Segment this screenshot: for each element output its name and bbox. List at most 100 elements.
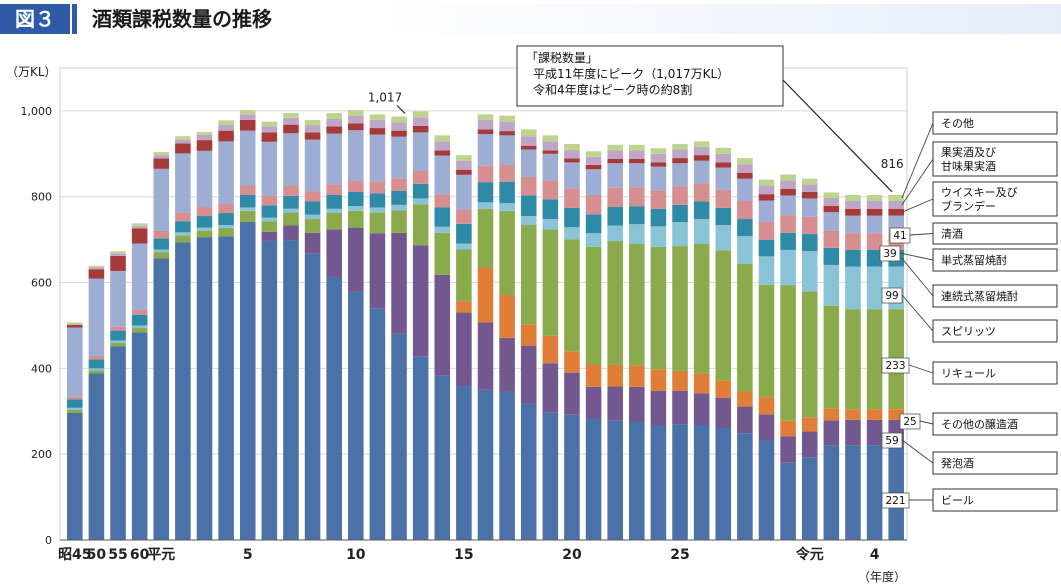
bar-segment [110,270,126,327]
bar-segment [564,143,580,150]
bar-segment [304,214,321,220]
bar-segment [520,149,537,177]
bar-segment [412,245,429,357]
bar-segment [67,399,83,408]
bar-segment [218,124,234,131]
bar-segment [175,136,191,140]
bar-segment [326,126,342,134]
legend-box [932,181,1058,217]
bar-segment [477,165,494,183]
bar-segment [585,233,602,247]
bar-segment [304,139,321,192]
bar-segment [780,462,796,540]
bar-segment [412,132,429,171]
bar-segment [607,240,623,365]
bar-segment [239,222,256,541]
x-tick-label: 25 [670,547,689,563]
bar-segment [477,208,494,268]
bar-segment [153,158,170,169]
bar-segment [477,129,494,135]
bar-segment [866,419,883,446]
bar-segment [542,412,559,540]
bar-segment [758,414,775,441]
bar-segment [499,131,515,136]
bar-segment [456,301,472,313]
bar-segment [283,185,299,196]
bar-segment [88,269,105,279]
bar-segment [131,223,148,226]
bar-segment [434,194,451,208]
bar-segment [693,155,710,161]
bar-segment [845,201,861,209]
bar-segment [629,365,645,387]
bar-segment [477,134,494,166]
bar-segment [866,233,883,250]
bar-segment [693,373,710,394]
bar-segment [629,206,645,225]
bar-segment [110,343,126,347]
bar-segment [261,231,278,241]
bar-segment [456,155,472,161]
bar-segment [456,385,472,540]
bar-segment [196,134,213,141]
bar-segment [672,424,688,540]
bar-segment [607,225,623,241]
bar-segment [715,167,732,190]
bar-segment [67,327,83,397]
bar-segment [823,408,840,421]
page-title: 酒類課税数量の推移 [82,4,1061,34]
bar-segment [672,370,688,391]
bar-segment [304,125,321,133]
bar-segment [823,198,840,206]
bar-segment [412,183,429,199]
legend-label: 甘味果実酒 [941,159,996,173]
bar-segment [67,322,83,325]
bar-segment [888,409,904,420]
bar-segment [780,180,796,189]
x-tick-label: 15 [454,547,473,563]
bar-segment [88,368,105,371]
legend-value-label: 25 [903,416,916,428]
bar-segment [239,185,256,196]
bar-segment [758,179,775,186]
bar-segment [304,191,321,202]
bar-segment [650,208,667,227]
header-accent-bar [72,4,77,34]
legend-label: その他の醸造酒 [941,417,1018,431]
legend-value-label: 233 [885,360,905,372]
bar-segment [672,204,688,223]
bar-segment [218,225,234,229]
bar-segment [585,246,602,365]
bar-segment [261,141,278,196]
bar-segment [348,130,364,181]
bar-segment [326,195,342,209]
value-box [881,492,910,509]
bar-segment [131,328,148,333]
legend-connector [901,294,934,332]
callout-text: 「課税数量」 [526,50,598,65]
bar-segment [801,216,818,235]
bar-segment [391,178,407,191]
bar-segment [542,135,559,142]
y-tick-label: 1,000 [21,105,53,118]
bar-segment [304,201,321,215]
bar-segment [542,150,559,154]
bar-segment [391,210,407,233]
bar-segment [801,178,818,185]
bar-segment [672,246,688,371]
bar-segment [758,397,775,415]
bar-segment [412,125,429,133]
bar-segment [693,146,710,156]
bar-segment [434,150,451,156]
bar-segment [650,162,667,167]
bar-segment [780,420,796,437]
bar-segment [499,391,515,540]
bar-segment [283,225,299,241]
bar-segment [477,389,494,540]
bar-segment [737,236,753,264]
bar-segment [801,198,818,217]
bar-segment [737,164,753,173]
bar-segment [715,153,732,163]
bar-segment [369,308,386,540]
bar-segment [823,192,840,199]
